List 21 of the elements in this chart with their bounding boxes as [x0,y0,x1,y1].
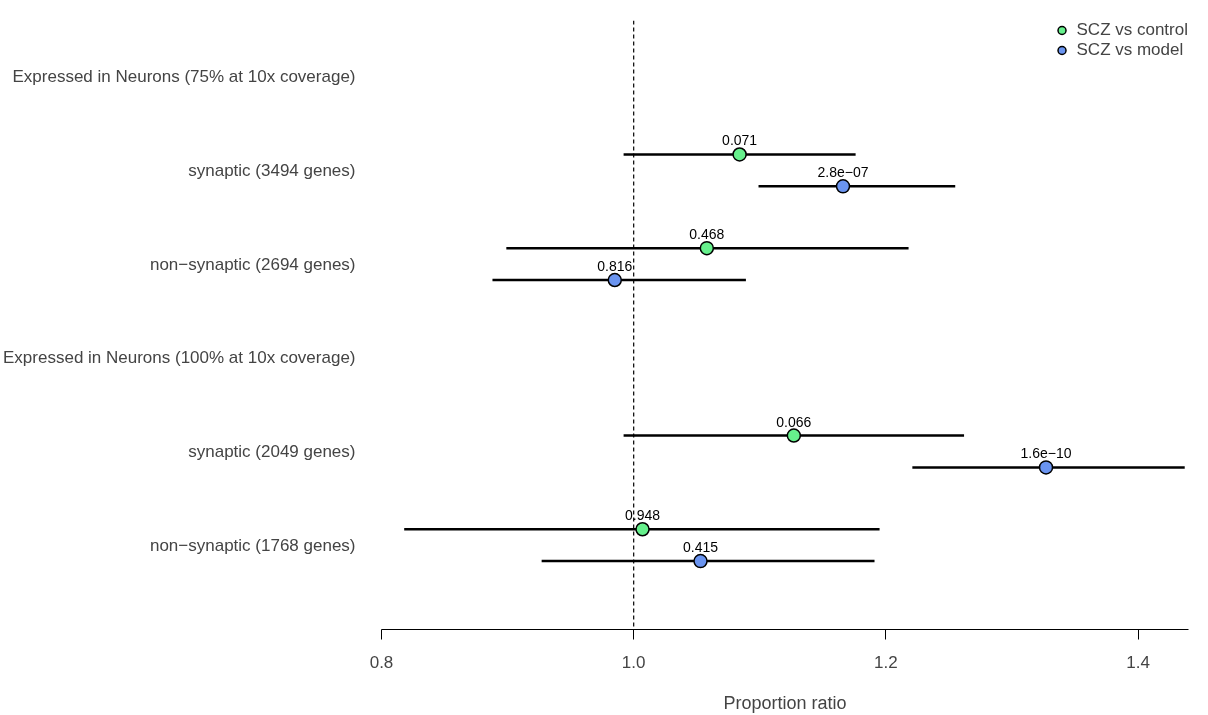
annotation: 0.948 [625,507,661,524]
annotation: 0.071 [722,132,758,149]
y-tick-label: synaptic (3494 genes) [188,160,356,180]
annotation: 0.066 [776,413,812,430]
y-tick-label: Expressed in Neurons (75% at 10x coverage) [12,67,356,87]
annotation: 1.6e−10 [1020,445,1072,462]
annotation: 0.415 [683,539,719,556]
y-tick-label: Expressed in Neurons (100% at 10x coverage) [3,348,356,368]
y-tick-label: synaptic (2049 genes) [188,441,356,461]
x-tick-label: 1.2 [874,652,898,672]
annotation: 2.8e−07 [817,164,869,181]
x-tick-label: 1.0 [621,652,646,672]
x-tick-label: 0.8 [369,652,394,672]
annotation: 0.468 [689,226,725,243]
legend-label: SCZ vs model [1076,40,1184,60]
legend-label: SCZ vs control [1076,20,1188,40]
x-axis-title: Proportion ratio [723,692,847,713]
x-tick-label: 1.4 [1126,652,1150,672]
y-tick-label: non−synaptic (1768 genes) [149,535,356,555]
y-tick-label: non−synaptic (2694 genes) [149,254,356,274]
annotation: 0.816 [597,258,633,275]
